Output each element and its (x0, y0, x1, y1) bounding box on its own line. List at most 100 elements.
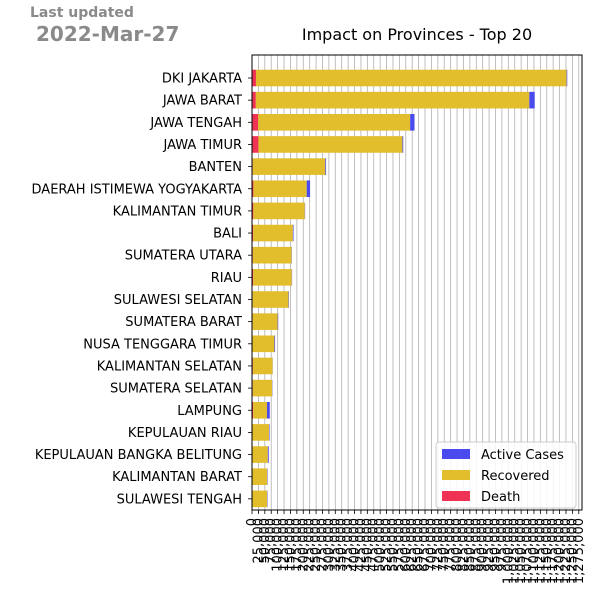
x-tick-label: 750,000 (437, 518, 452, 572)
bar-active-cases (402, 136, 404, 153)
bar-death (252, 136, 259, 153)
y-tick-label: SULAWESI SELATAN (114, 293, 242, 308)
y-tick-label: SUMATERA BARAT (125, 315, 242, 330)
bar-recovered (252, 158, 326, 175)
bar-active-cases (274, 335, 276, 353)
x-tick-label: 75,000 (264, 518, 279, 564)
x-tick-label: 1,050,000 (514, 518, 529, 584)
x-tick-label: 50,000 (258, 518, 273, 564)
bar-death (252, 224, 254, 242)
x-tick-label: 975,000 (495, 518, 510, 572)
x-tick-label: 100,000 (271, 518, 286, 572)
bar-death (252, 269, 254, 286)
y-tick-label: JAWA BARAT (162, 94, 242, 109)
bars (252, 69, 568, 508)
x-tick-label: 1,175,000 (546, 518, 561, 584)
x-tick-label: 275,000 (315, 518, 330, 572)
x-tick-label: 1,075,000 (521, 518, 536, 584)
bar-recovered (252, 424, 270, 441)
x-tick-label: 725,000 (431, 518, 446, 572)
bar-death (252, 180, 254, 198)
x-tick-label: 1,250,000 (565, 518, 580, 584)
legend-label: Death (481, 490, 520, 505)
y-tick-label: JAWA TENGAH (149, 116, 242, 131)
bar-death (252, 91, 256, 109)
y-tick-label: KEPULAUAN RIAU (128, 426, 242, 441)
x-tick-label: 450,000 (360, 518, 375, 572)
x-tick-label: 800,000 (450, 518, 465, 572)
y-tick-label: BALI (213, 227, 242, 242)
x-tick-label: 850,000 (463, 518, 478, 572)
plot-frame (251, 54, 583, 511)
x-tick-label: 300,000 (322, 518, 337, 572)
x-tick-label: 925,000 (482, 518, 497, 572)
y-tick-label: KEPULAUAN BANGKA BELITUNG (35, 448, 242, 463)
legend-swatch (442, 491, 470, 501)
bar-recovered (252, 379, 273, 397)
x-tick-label: 600,000 (399, 518, 414, 572)
x-tick-label: 400,000 (348, 518, 363, 572)
x-tick-label: 150,000 (283, 518, 298, 572)
x-tick-label: 475,000 (367, 518, 382, 572)
x-tick-label: 25,000 (251, 518, 266, 564)
x-tick-label: 550,000 (386, 518, 401, 572)
x-tick-label: 625,000 (405, 518, 420, 572)
bar-active-cases (325, 158, 327, 175)
axes: 025,00050,00075,000100,000125,000150,000… (32, 54, 587, 584)
legend-box (435, 441, 577, 509)
y-tick-label: NUSA TENGGARA TIMUR (83, 337, 242, 352)
bar-recovered (253, 269, 292, 286)
bar-active-cases (277, 313, 279, 330)
last-updated-label: Last updated (30, 5, 134, 21)
bar-recovered (252, 468, 268, 486)
x-tick-label: 175,000 (290, 518, 305, 572)
x-tick-label: 1,225,000 (559, 518, 574, 584)
x-tick-label: 700,000 (424, 518, 439, 572)
x-tick-label: 125,000 (277, 518, 292, 572)
bar-recovered (253, 401, 267, 419)
x-tick-label: 250,000 (309, 518, 324, 572)
x-tick-label: 575,000 (392, 518, 407, 572)
bar-death (252, 69, 256, 87)
bar-recovered (253, 224, 293, 242)
y-tick-label: KALIMANTAN TIMUR (113, 204, 242, 219)
bar-death (252, 202, 254, 220)
bar-recovered (252, 313, 278, 330)
bar-recovered (252, 335, 275, 353)
x-tick-label: 200,000 (296, 518, 311, 572)
x-tick-label: 825,000 (456, 518, 471, 572)
y-tick-label: LAMPUNG (177, 404, 242, 419)
x-tick-label: 650,000 (412, 518, 427, 572)
x-tick-label: 1,125,000 (533, 518, 548, 584)
x-tick-label: 375,000 (341, 518, 356, 572)
bar-death (252, 113, 259, 131)
bar-active-cases (266, 401, 270, 419)
x-tick-label: 0 (245, 518, 260, 526)
x-tick-label: 500,000 (373, 518, 388, 572)
bar-recovered (258, 113, 411, 131)
last-updated-date: 2022-Mar-27 (36, 22, 180, 46)
bar-recovered (252, 246, 292, 264)
bar-death (252, 401, 254, 419)
x-tick-label: 775,000 (444, 518, 459, 572)
y-tick-label: BANTEN (189, 160, 242, 175)
x-tick-label: 425,000 (354, 518, 369, 572)
bar-active-cases (529, 91, 535, 109)
bar-recovered (253, 202, 305, 220)
bar-recovered (253, 180, 307, 198)
y-tick-label: KALIMANTAN SELATAN (97, 359, 242, 374)
bar-active-cases (566, 69, 568, 87)
bar-recovered (255, 91, 530, 109)
legend-swatch (442, 449, 470, 459)
x-tick-label: 1,025,000 (508, 518, 523, 584)
x-tick-label: 950,000 (488, 518, 503, 572)
bar-recovered (252, 490, 268, 508)
x-tick-label: 325,000 (328, 518, 343, 572)
legend: Active Cases Recovered Death (435, 441, 577, 509)
x-tick-label: 1,000,000 (501, 518, 516, 584)
x-tick-label: 350,000 (335, 518, 350, 572)
y-tick-label: RIAU (211, 271, 242, 286)
bar-recovered (252, 446, 268, 463)
bar-active-cases (292, 224, 294, 242)
